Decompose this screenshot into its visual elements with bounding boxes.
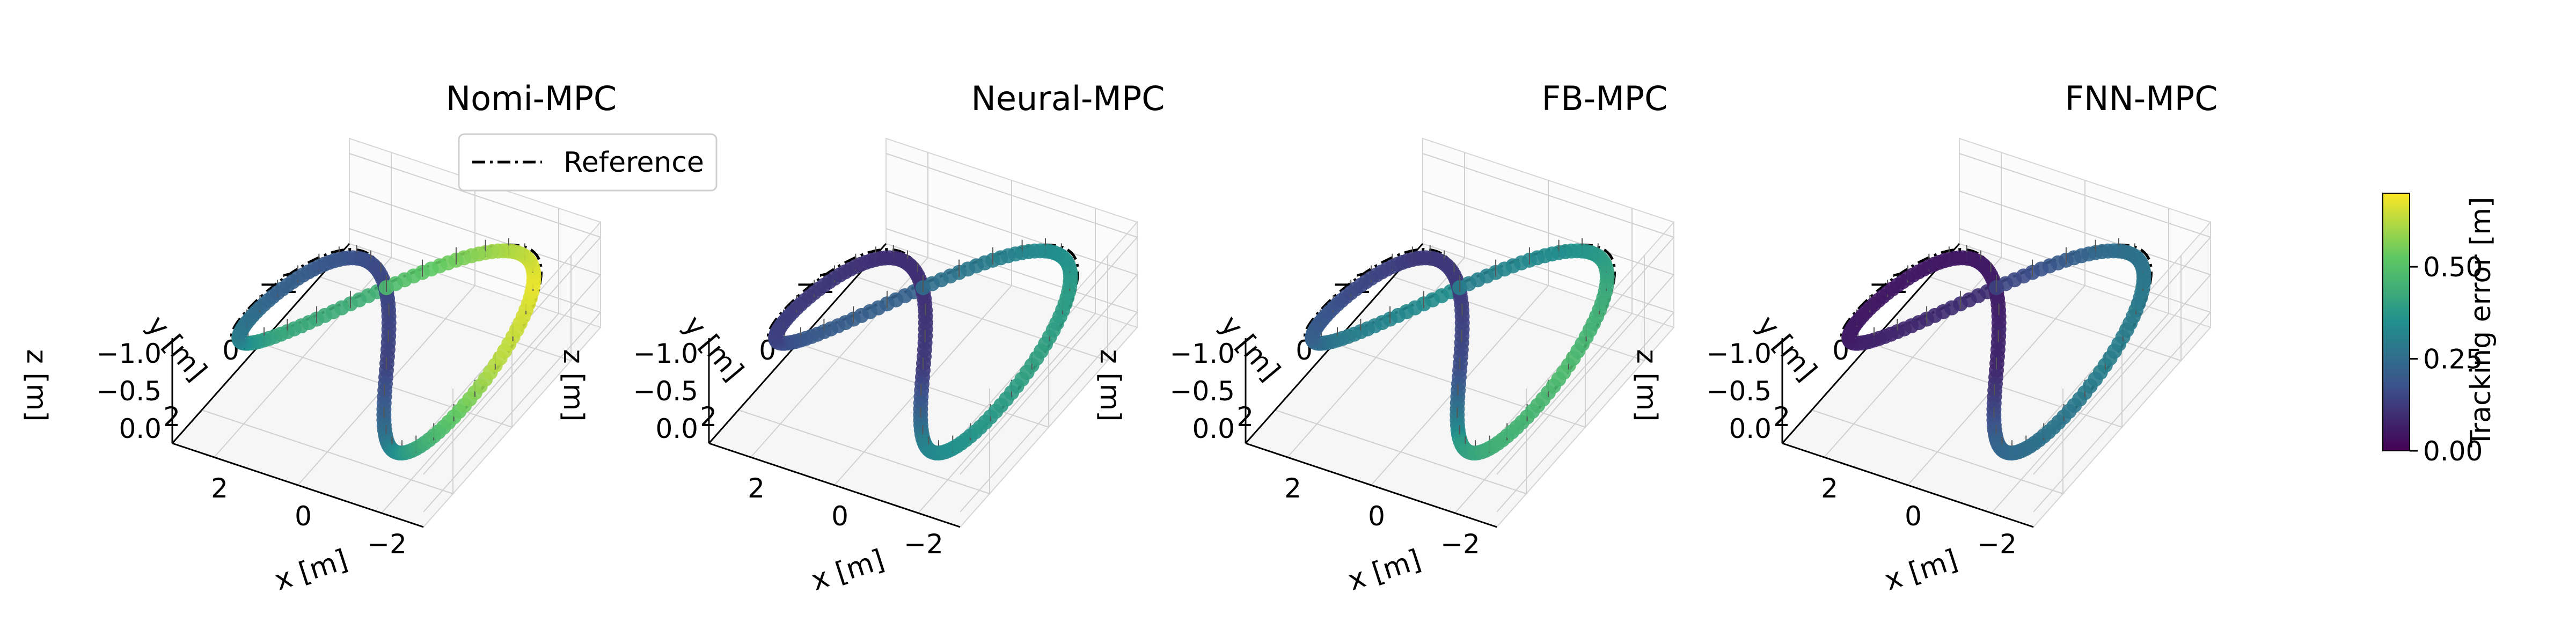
x-tick-label: 2: [211, 473, 228, 504]
colorbar: 0.00 0.25 0.50 Tracking error [m]: [2382, 193, 2497, 467]
x-axis-label: x [m]: [271, 544, 352, 597]
tracked-trajectory: [1305, 238, 1615, 461]
z-axis-label: z [m]: [557, 349, 589, 421]
colorbar-label: Tracking error [m]: [2465, 197, 2497, 448]
x-tick-label: 0: [295, 501, 312, 532]
grid-line-z: [885, 153, 1138, 437]
panel-title: Neural-MPC: [971, 79, 1165, 118]
y-axis-line: [172, 442, 424, 528]
z-tick-label: −1.0: [633, 338, 698, 369]
grid-line-x: [918, 208, 1096, 514]
grid-line-x: [381, 208, 559, 514]
x-tick-label: 2: [748, 473, 765, 504]
x-tick-label: 0: [1905, 501, 1922, 532]
grid-line-z: [885, 191, 1138, 475]
panel-title: FNN-MPC: [2065, 79, 2218, 118]
z-axis-label: z [m]: [1094, 349, 1126, 421]
tracked-trajectory: [231, 238, 541, 461]
grid-line-z: [1422, 228, 1675, 513]
x-tick-label: 0: [1368, 501, 1385, 532]
z-tick-label: −0.5: [97, 376, 162, 407]
grid-line-z: [349, 228, 602, 513]
x-tick-label: −2: [367, 529, 407, 560]
grid-line-z: [885, 228, 1138, 513]
grid-line-z: [1959, 191, 2212, 475]
z-tick-label: −0.5: [1707, 376, 1772, 407]
legend-reference-label: Reference: [564, 147, 704, 179]
x-axis-label: x [m]: [1881, 544, 1962, 597]
z-tick-label: −1.0: [1707, 338, 1772, 369]
x-tick-label: −2: [1977, 529, 2017, 560]
colorbar-tick-label: 0.50: [2423, 252, 2483, 283]
z-tick-label: −0.5: [1170, 376, 1235, 407]
grid-line-z: [349, 153, 602, 437]
x-tick-label: −2: [1440, 529, 1480, 560]
grid-line-y: [797, 322, 1049, 428]
grid-line-x: [1824, 152, 2002, 458]
grid-line-y: [260, 322, 513, 428]
grid-line-x: [214, 152, 392, 458]
grid-line-z: [1959, 228, 2212, 513]
colorbar-ticks: 0.00 0.25 0.50: [2410, 252, 2483, 467]
x-tick-label: 0: [831, 501, 848, 532]
x-axis-label: x [m]: [808, 544, 888, 597]
z-tick-label: −0.5: [633, 376, 698, 407]
grid-line-x: [750, 152, 928, 458]
y-tick-label: 2: [163, 401, 180, 433]
grid-line-y: [1393, 255, 1645, 362]
z-tick-label: −1.0: [97, 338, 162, 369]
x-tick-label: 2: [1284, 473, 1301, 504]
y-axis-line: [1782, 442, 2034, 528]
grid-line-y: [1929, 255, 2182, 362]
colorbar-gradient: [2382, 193, 2410, 451]
z-tick-label: 0.0: [655, 413, 698, 444]
z-tick-label: 0.0: [1729, 413, 1772, 444]
tracked-trajectory: [1841, 238, 2151, 461]
z-tick-label: 0.0: [119, 413, 162, 444]
grid-line-x: [834, 180, 1012, 486]
z-tick-label: −1.0: [1170, 338, 1235, 369]
grid-line-y: [1334, 322, 1586, 428]
x-tick-label: 2: [1821, 473, 1838, 504]
grid-line-x: [1287, 152, 1465, 458]
y-tick-label: 2: [700, 401, 717, 433]
grid-line-x: [1454, 208, 1633, 514]
grid-line-x: [1371, 180, 1549, 486]
grid-line-z: [1959, 153, 2212, 437]
tracked-trajectory: [768, 238, 1078, 461]
x-tick-label: −2: [904, 529, 943, 560]
grid-line-z: [1422, 191, 1675, 475]
legend: Reference: [458, 133, 718, 192]
grid-line-y: [319, 255, 572, 362]
y-tick-label: 2: [1773, 401, 1790, 433]
grid-line-z: [1422, 153, 1675, 437]
y-axis-line: [708, 442, 961, 528]
legend-box: [458, 133, 718, 192]
panel-title: Nomi-MPC: [446, 79, 617, 118]
grid-line-z: [349, 191, 602, 475]
grid-line-y: [1870, 322, 2123, 428]
z-axis-label: z [m]: [1630, 349, 1663, 421]
x-axis-label: x [m]: [1344, 544, 1425, 597]
grid-line-x: [1991, 208, 2169, 514]
panel-title: FB-MPC: [1542, 79, 1668, 118]
colorbar-tick-label: 0.25: [2423, 344, 2483, 375]
y-tick-label: 2: [1236, 401, 1254, 433]
z-axis-label: z [m]: [20, 349, 53, 421]
z-tick-label: 0.0: [1192, 413, 1235, 444]
grid-line-x: [1907, 180, 2085, 486]
grid-line-y: [856, 255, 1108, 362]
grid-line-x: [297, 180, 475, 486]
colorbar-tick-label: 0.00: [2423, 436, 2483, 467]
y-axis-line: [1245, 442, 1497, 528]
